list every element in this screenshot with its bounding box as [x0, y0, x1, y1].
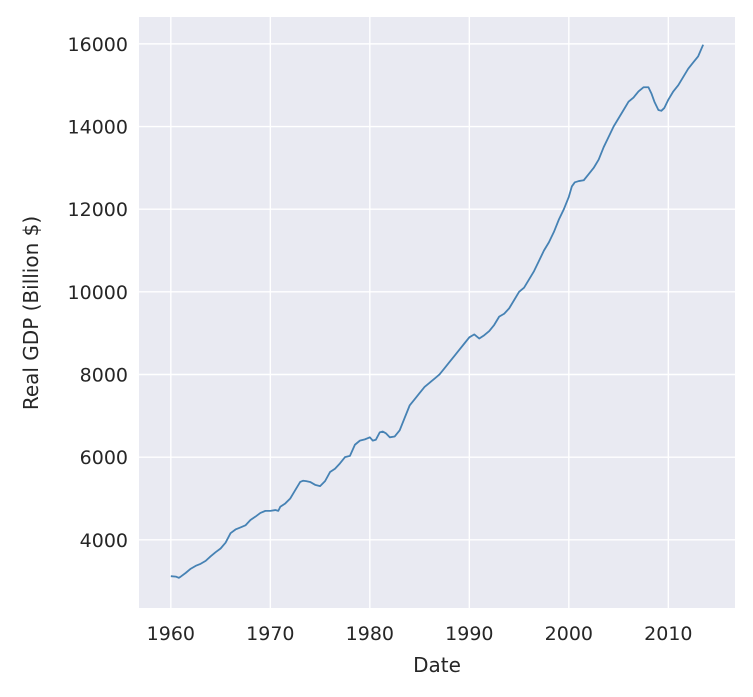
y-tick-label: 14000 — [68, 117, 128, 139]
y-tick-label: 10000 — [68, 282, 128, 304]
x-tick-label: 2000 — [545, 623, 593, 645]
x-tick-label: 2010 — [644, 623, 692, 645]
grid-lines — [139, 17, 735, 608]
x-tick-label: 1970 — [246, 623, 294, 645]
x-tick-labels: 1960 1970 1980 1990 2000 2010 — [147, 623, 693, 645]
y-tick-label: 12000 — [68, 199, 128, 221]
gdp-series-line — [170, 44, 704, 579]
y-tick-label: 6000 — [80, 447, 128, 469]
x-tick-label: 1990 — [445, 623, 493, 645]
y-tick-label: 8000 — [80, 364, 128, 386]
y-tick-labels: 4000 6000 8000 10000 12000 14000 16000 — [68, 34, 128, 552]
x-tick-label: 1960 — [147, 623, 195, 645]
y-tick-label: 16000 — [68, 34, 128, 56]
y-axis-label: Real GDP (Billion $) — [19, 216, 43, 410]
plot-area — [139, 17, 735, 608]
y-tick-label: 4000 — [80, 530, 128, 552]
x-tick-label: 1980 — [346, 623, 394, 645]
x-axis-label: Date — [413, 653, 461, 677]
